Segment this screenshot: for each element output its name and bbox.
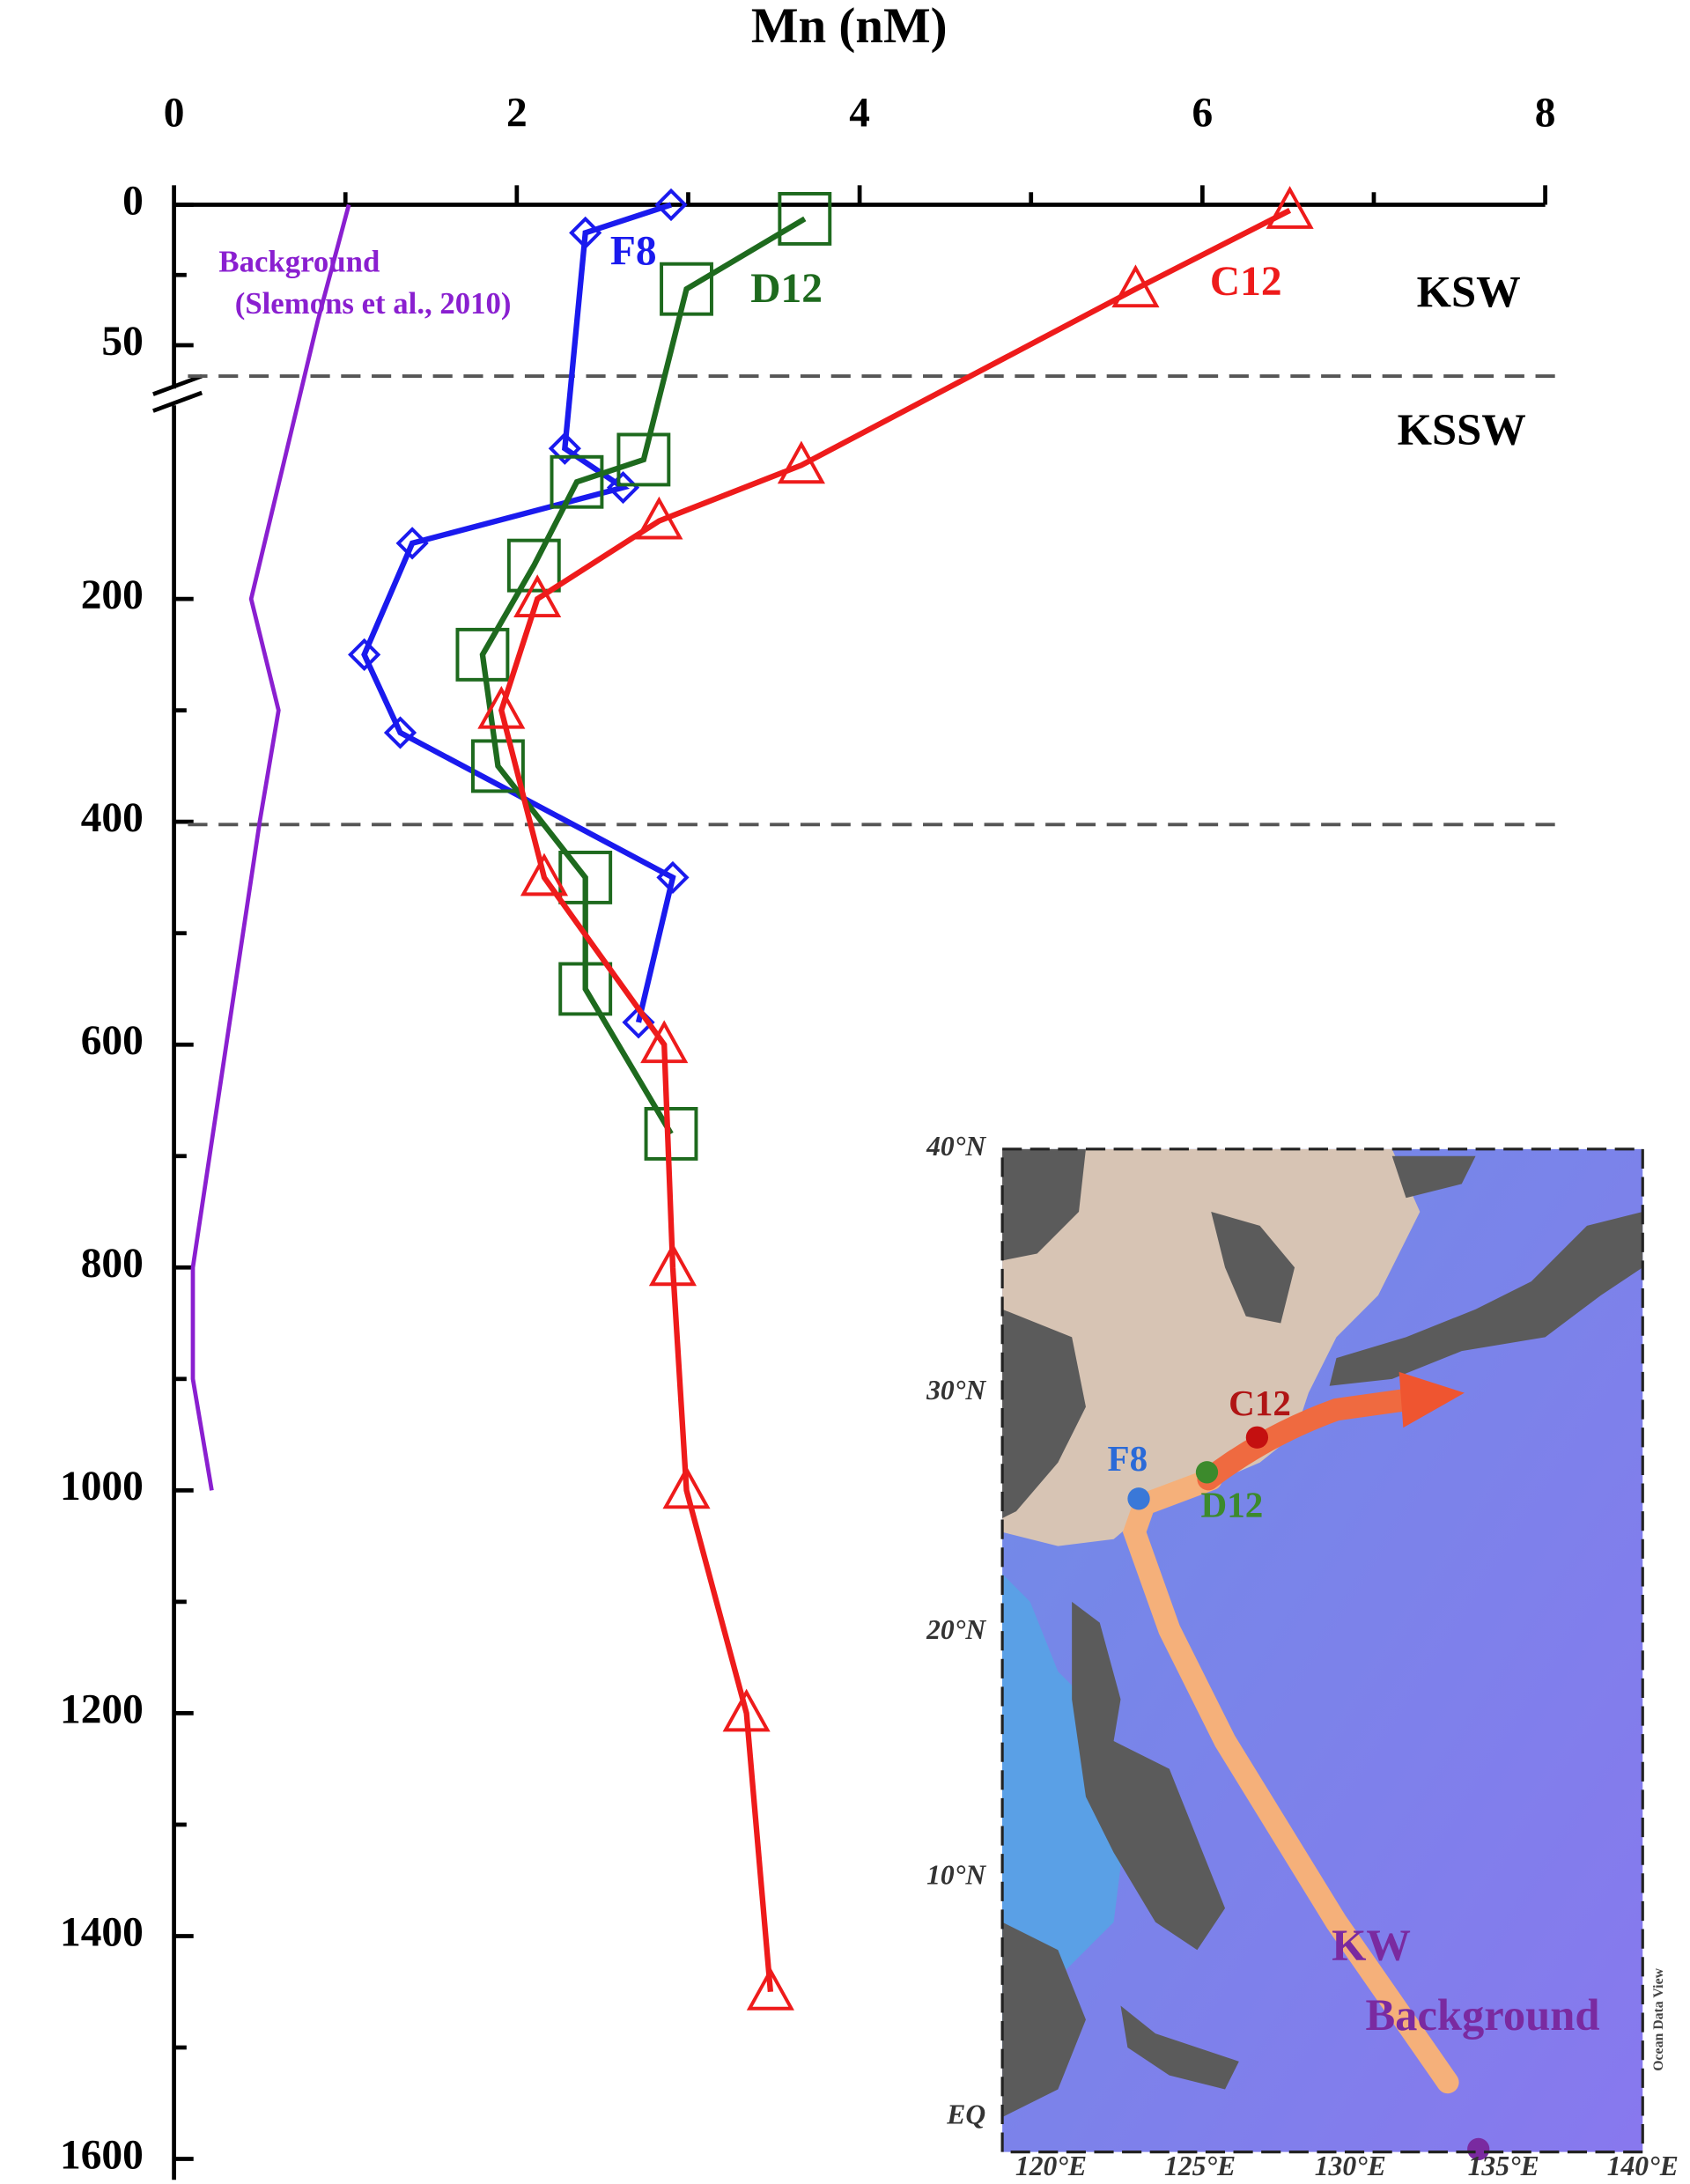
land-dark [1002,1309,1086,1518]
data-point [348,638,381,671]
station-label: D12 [1201,1484,1264,1524]
zone-label: KSSW [1398,405,1526,454]
x-tick-label: 0 [164,91,185,136]
data-point [640,1020,689,1064]
data-point [383,716,417,749]
land [1002,1148,1421,1546]
kuroshio-arrow [1197,1388,1418,1491]
data-point [506,538,561,593]
y-tick-label: 1200 [60,1686,144,1732]
data-point [648,1243,697,1287]
lon-label: 125°E [1164,2151,1236,2181]
lat-label: 40°N [926,1131,986,1162]
lon-label: 130°E [1315,2151,1386,2181]
y-tick-label: 0 [122,178,144,224]
data-point [660,262,713,316]
lat-label: EQ [946,2099,985,2129]
y-tick-label: 800 [81,1241,144,1287]
data-point [569,216,602,250]
x-tick-label: 6 [1192,91,1213,136]
x-tick-label: 4 [849,91,870,136]
axis-break [152,373,203,396]
lon-label: 140°E [1607,2151,1679,2181]
data-point [1111,264,1160,308]
x-tick-label: 2 [506,91,528,136]
y-tick-label: 1400 [60,1909,144,1955]
data-point [548,432,581,465]
map-frame [1000,1147,1644,2154]
land-dark [1002,1148,1086,1261]
credit: Ocean Data View [1651,1967,1666,2070]
data-point [746,1966,794,2011]
station-dot [1467,2137,1490,2161]
land-dark [1391,1155,1476,1199]
data-point [455,627,510,682]
station-dot [1127,1487,1150,1510]
series-label: C12 [1210,259,1282,305]
chart-title: Mn (nM) [751,0,948,54]
data-point [606,470,640,505]
data-point [778,192,832,246]
data-point [777,440,825,484]
data-point [1266,186,1314,229]
y-tick-label: 1000 [60,1464,144,1509]
data-point [558,962,613,1016]
y-tick-label: 400 [81,795,144,841]
series-label: F8 [610,228,657,274]
data-point [656,860,690,895]
axis-break [152,390,203,413]
y-tick-label: 600 [81,1018,144,1064]
data-point [616,432,671,487]
arrow-head [1398,1371,1465,1428]
lat-label: 30°N [926,1375,986,1406]
data-point [662,1465,711,1509]
station-label: C12 [1229,1383,1291,1423]
lat-label: 20°N [926,1614,986,1645]
station-dot [1245,1426,1269,1449]
data-point [635,496,683,540]
kw-label: KW [1332,1921,1411,1970]
series-line [361,202,676,1023]
series-label: (Slemons et al., 2010) [235,286,512,321]
y-tick-label: 50 [101,319,143,365]
data-point [471,739,525,793]
lon-label: 135°E [1468,2151,1539,2181]
lat-label: 10°N [926,1859,986,1890]
inset-map: C12 F8 D12 KW Background Ocean Data View… [926,1131,1679,2181]
data-point [520,852,569,896]
data-point [654,188,688,222]
station-dot [1195,1461,1219,1484]
station-label: F8 [1108,1438,1148,1479]
y-tick-label: 200 [81,572,144,618]
data-point [395,527,429,560]
island [1120,2005,1239,2090]
data-point [513,574,562,618]
x-tick-label: 8 [1535,91,1556,136]
series-line [190,203,351,1491]
kw-label: Background [1365,1990,1599,2040]
series-label: D12 [750,266,823,312]
lon-label: 120°E [1015,2151,1087,2181]
borneo [1002,1922,1086,2118]
series-line [498,208,1292,1993]
series-label: Background [218,244,380,278]
korea [1211,1212,1295,1324]
japan [1329,1212,1643,1386]
y-tick-label: 1600 [60,2132,144,2178]
data-point [722,1688,771,1732]
data-point [477,685,526,729]
data-point [558,850,613,904]
zone-label: KSW [1417,267,1521,316]
philippines [1072,1601,1226,1951]
data-point [550,454,604,509]
